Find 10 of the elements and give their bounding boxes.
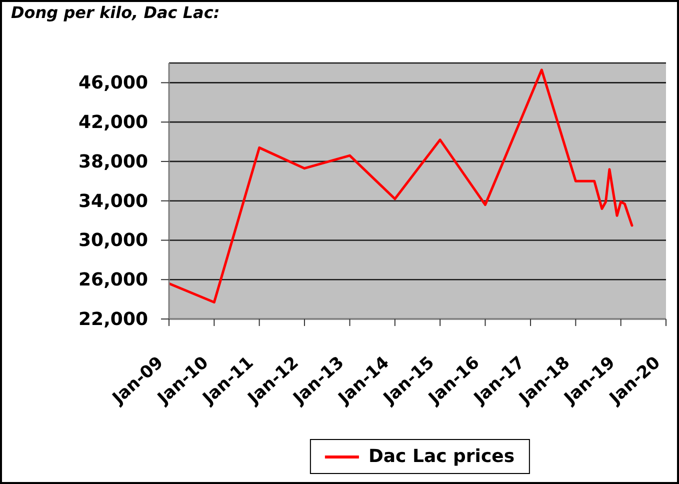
y-tick-label: 30,000 — [78, 230, 148, 252]
legend-label: Dac Lac prices — [368, 446, 515, 467]
y-tick-label: 42,000 — [78, 112, 148, 134]
y-tick-label: 38,000 — [78, 151, 148, 172]
y-tick-label: 34,000 — [78, 190, 148, 212]
chart-title: Dong per kilo, Dac Lac: — [11, 3, 220, 22]
y-tick-label: 26,000 — [78, 270, 148, 291]
line-series — [169, 68, 634, 304]
y-tick-label: 22,000 — [78, 309, 148, 330]
y-tick-label: 46,000 — [78, 72, 148, 94]
